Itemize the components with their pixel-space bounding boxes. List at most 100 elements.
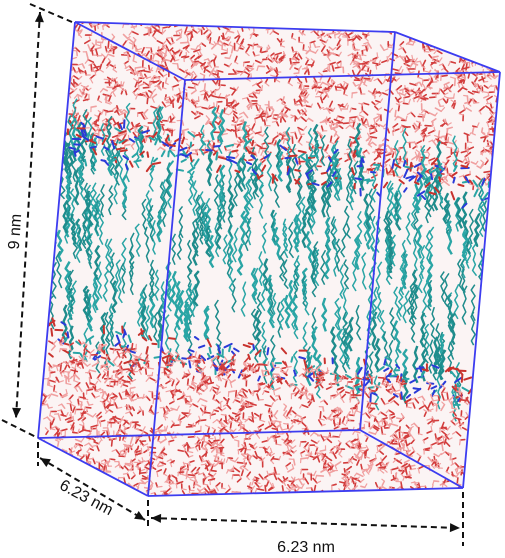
water-molecule <box>484 149 491 153</box>
water-molecule <box>189 395 193 403</box>
water-molecule <box>187 386 191 391</box>
water-molecule <box>424 50 430 53</box>
water-molecule <box>415 512 418 515</box>
water-molecule <box>252 91 260 95</box>
water-molecule <box>81 6 82 12</box>
water-molecule <box>489 140 494 146</box>
water-molecule <box>249 100 252 106</box>
water-molecule <box>442 512 448 514</box>
water-molecule <box>411 435 415 441</box>
lipid-chain <box>214 299 221 335</box>
lipid-chain <box>148 292 156 329</box>
water-molecule <box>142 76 148 79</box>
water-molecule <box>490 106 494 111</box>
lipid-chain <box>155 105 162 144</box>
headgroup-atom-bond <box>114 127 124 134</box>
headgroup-atom-bond <box>60 321 67 326</box>
water-molecule <box>426 150 431 156</box>
lipid-chain <box>447 294 453 330</box>
water-molecule <box>255 22 259 23</box>
water-molecule <box>94 395 101 399</box>
lipid-chain <box>251 164 258 200</box>
water-molecule <box>291 37 297 41</box>
water-molecule <box>80 477 88 481</box>
headgroup-atom-bond <box>188 152 193 162</box>
water-molecule <box>446 127 449 135</box>
water-molecule <box>304 76 308 83</box>
water-molecule <box>132 38 137 45</box>
water-molecule <box>328 432 332 438</box>
water-molecule <box>194 441 202 449</box>
headgroup-atom-bond <box>110 154 118 159</box>
water-molecule <box>340 377 343 382</box>
water-molecule <box>263 502 265 505</box>
headgroup-atom-bond <box>68 146 76 151</box>
water-molecule <box>159 146 166 151</box>
water-molecule <box>258 382 266 386</box>
water-molecule <box>187 435 196 439</box>
water-molecule <box>284 361 288 368</box>
water-molecule <box>228 414 234 421</box>
water-molecule <box>406 515 413 516</box>
water-molecule <box>80 342 86 345</box>
water-molecule <box>238 418 243 423</box>
water-molecule <box>438 41 442 48</box>
water-molecule <box>146 76 152 79</box>
water-molecule <box>82 88 85 94</box>
water-molecule <box>211 43 217 50</box>
water-molecule <box>317 16 322 21</box>
water-molecule <box>104 20 109 21</box>
water-molecule <box>421 512 422 517</box>
water-molecule <box>398 426 401 433</box>
water-molecule <box>120 0 123 1</box>
lipid-chain <box>338 328 345 365</box>
water-molecule <box>251 479 255 486</box>
water-molecule <box>418 121 421 129</box>
water-molecule <box>120 111 126 114</box>
headgroup-atom-bond <box>408 175 417 182</box>
water-molecule <box>351 44 355 51</box>
water-molecule <box>399 382 407 386</box>
water-molecule <box>132 7 135 11</box>
water-molecule <box>148 82 151 88</box>
headgroup-atom-bond <box>376 366 385 373</box>
water-molecule <box>457 72 462 77</box>
water-molecule <box>426 45 430 51</box>
water-molecule <box>309 40 316 44</box>
water-molecule <box>166 38 172 46</box>
water-molecule <box>200 61 206 68</box>
lipid-chain <box>427 279 433 311</box>
water-molecule <box>463 104 466 111</box>
water-molecule <box>206 381 215 385</box>
lipid-chain <box>393 345 400 378</box>
lipid-chain <box>402 290 410 324</box>
lipid-chain <box>187 262 193 292</box>
water-molecule <box>439 176 446 180</box>
water-molecule <box>377 486 383 489</box>
headgroup-atom-bond <box>428 191 437 196</box>
water-molecule <box>136 80 143 85</box>
water-molecule <box>386 144 393 151</box>
lipid-chain <box>354 234 361 271</box>
headgroup-atom-bond <box>148 136 156 141</box>
water-molecule <box>259 363 269 367</box>
lipid-chain <box>263 126 270 159</box>
water-molecule <box>142 393 145 399</box>
water-molecule <box>106 16 109 20</box>
water-molecule <box>246 402 249 407</box>
water-molecule <box>215 40 221 45</box>
water-molecule <box>169 22 176 23</box>
water-molecule <box>116 105 119 111</box>
water-molecule <box>276 376 282 382</box>
headgroup-atom-bond <box>73 150 77 157</box>
water-molecule <box>91 392 96 399</box>
water-molecule <box>329 135 333 143</box>
water-molecule <box>232 68 238 75</box>
water-molecule <box>202 74 206 83</box>
water-molecule <box>246 78 251 82</box>
water-molecule <box>280 115 287 123</box>
water-molecule <box>87 87 92 91</box>
water-molecule <box>68 93 72 99</box>
water-molecule <box>320 24 326 28</box>
water-molecule <box>315 86 317 92</box>
